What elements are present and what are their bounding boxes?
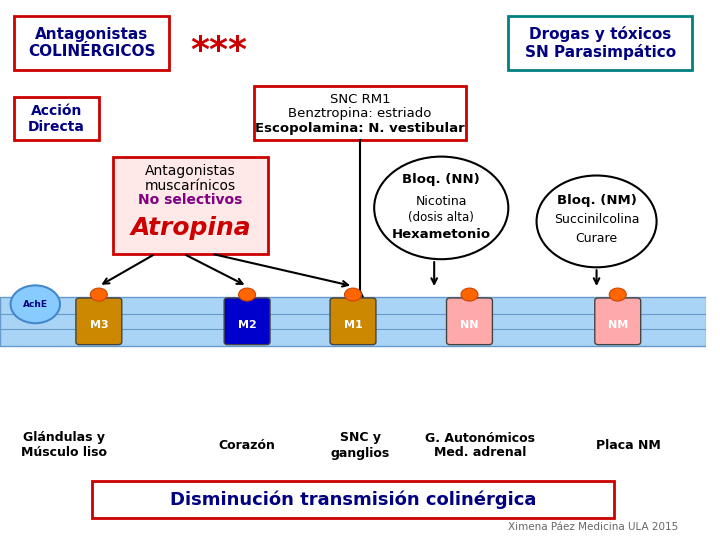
Circle shape (11, 285, 60, 323)
Text: muscarínicos: muscarínicos (145, 179, 236, 193)
Text: Drogas y tóxicos
SN Parasimpático: Drogas y tóxicos SN Parasimpático (525, 26, 675, 60)
FancyBboxPatch shape (76, 298, 122, 345)
Text: SNC y
ganglios: SNC y ganglios (330, 431, 390, 460)
FancyBboxPatch shape (14, 97, 99, 140)
Circle shape (609, 288, 626, 301)
Text: Placa NM: Placa NM (596, 439, 661, 452)
Text: Antagonistas
COLINÉRGICOS: Antagonistas COLINÉRGICOS (28, 27, 156, 59)
Circle shape (536, 176, 657, 267)
FancyBboxPatch shape (113, 157, 269, 254)
Text: Acción
Directa: Acción Directa (28, 104, 85, 134)
Text: Atropina: Atropina (130, 215, 251, 240)
Circle shape (238, 288, 256, 301)
FancyBboxPatch shape (0, 297, 706, 346)
Text: Ximena Páez Medicina ULA 2015: Ximena Páez Medicina ULA 2015 (508, 522, 678, 532)
Text: Hexametonio: Hexametonio (392, 228, 491, 241)
Text: Bloq. (NM): Bloq. (NM) (557, 194, 636, 207)
Text: Bloq. (NN): Bloq. (NN) (402, 173, 480, 186)
FancyBboxPatch shape (254, 86, 466, 140)
Text: Disminución transmisión colinérgica: Disminución transmisión colinérgica (170, 490, 536, 509)
Text: G. Autonómicos
Med. adrenal: G. Autonómicos Med. adrenal (425, 431, 535, 460)
FancyBboxPatch shape (330, 298, 376, 345)
Text: Benztropina: estriado: Benztropina: estriado (289, 107, 432, 120)
Circle shape (374, 157, 508, 259)
FancyBboxPatch shape (595, 298, 641, 345)
Text: Curare: Curare (575, 232, 618, 245)
Text: No selectivos: No selectivos (138, 193, 243, 207)
Text: Succinilcolina: Succinilcolina (554, 213, 639, 226)
Text: NM: NM (608, 320, 628, 330)
Text: M2: M2 (238, 320, 256, 330)
FancyBboxPatch shape (91, 481, 614, 518)
Text: Antagonistas: Antagonistas (145, 164, 236, 178)
FancyBboxPatch shape (14, 16, 169, 70)
Text: ***: *** (191, 35, 248, 68)
FancyBboxPatch shape (508, 16, 692, 70)
FancyBboxPatch shape (446, 298, 492, 345)
Text: Glándulas y
Músculo liso: Glándulas y Músculo liso (21, 431, 107, 460)
FancyBboxPatch shape (224, 298, 270, 345)
Circle shape (461, 288, 478, 301)
Text: NN: NN (460, 320, 479, 330)
Circle shape (91, 288, 107, 301)
Text: M3: M3 (89, 320, 108, 330)
Text: Corazón: Corazón (219, 439, 276, 452)
Text: SNC RM1: SNC RM1 (330, 93, 390, 106)
Text: (dosis alta): (dosis alta) (408, 211, 474, 224)
Text: Escopolamina: N. vestibular: Escopolamina: N. vestibular (255, 122, 465, 135)
Text: Nicotina: Nicotina (415, 195, 467, 208)
Circle shape (345, 288, 361, 301)
Text: AchE: AchE (23, 300, 48, 309)
Text: M1: M1 (343, 320, 362, 330)
